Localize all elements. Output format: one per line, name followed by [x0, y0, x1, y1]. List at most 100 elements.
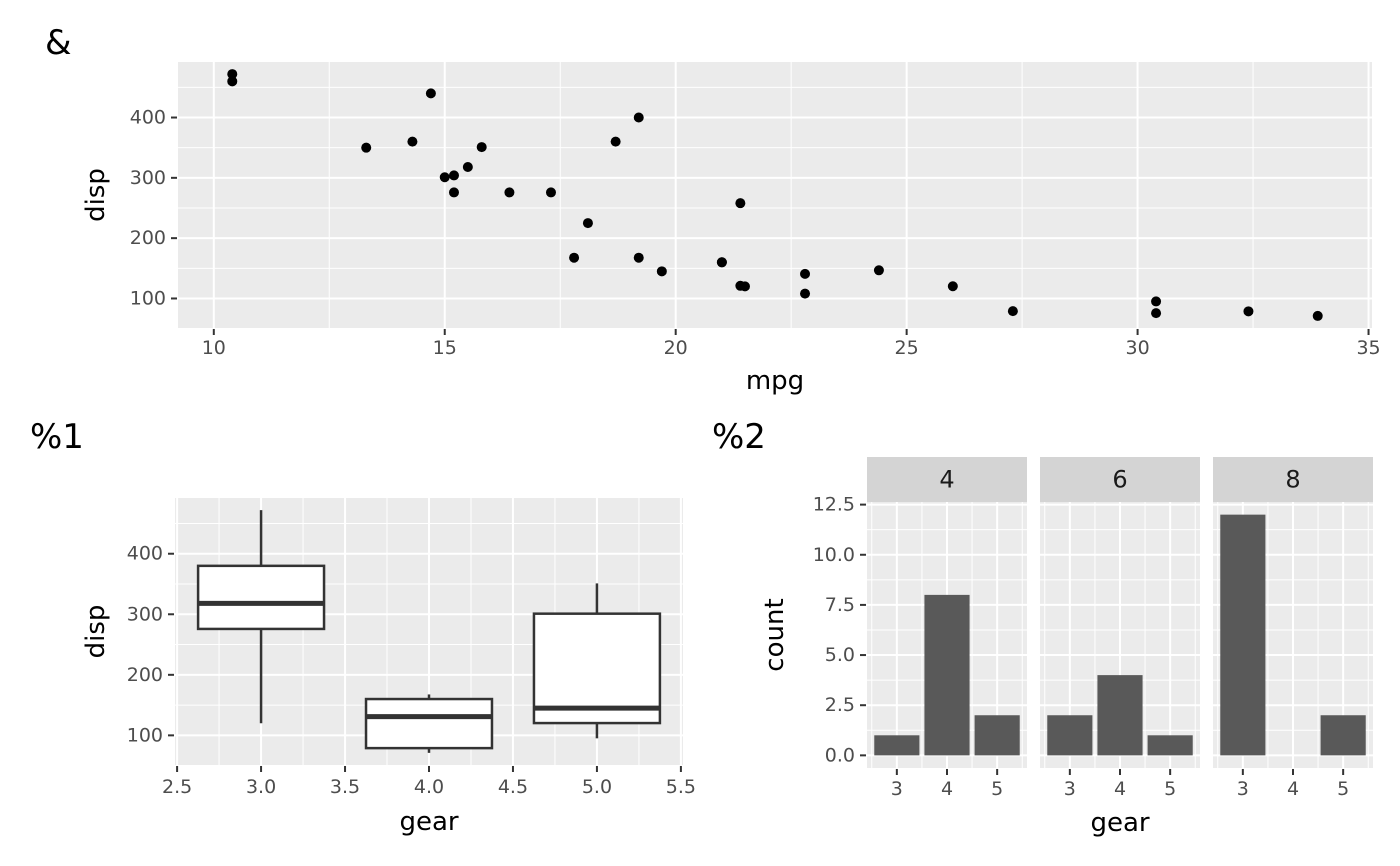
data-point: [735, 280, 746, 291]
x-axis-title: gear: [399, 807, 458, 837]
data-point: [633, 252, 644, 263]
y-axis-tick-label: 7.5: [825, 594, 855, 616]
x-axis-tick-label: 4: [1114, 778, 1126, 800]
facet-strip: [867, 457, 1027, 502]
bar: [1147, 735, 1193, 756]
data-point: [1007, 306, 1018, 317]
x-axis-tick-label: 10: [202, 337, 226, 359]
x-axis-tick-label: 5: [991, 778, 1003, 800]
y-axis-tick-label: 400: [130, 107, 166, 129]
y-axis-tick-label: 100: [127, 724, 163, 746]
data-point: [716, 257, 727, 268]
facet-strip: [1213, 457, 1373, 502]
facet-strip-label: 8: [1285, 466, 1300, 494]
boxplot-chart-section: %1 100 200 300 400 2.5 3.0 3.5 4.0 4.5 5.0 5.5 gear…: [0, 400, 730, 866]
data-point: [448, 170, 459, 181]
data-point: [448, 187, 459, 198]
y-axis-tick-label: 12.5: [813, 494, 855, 516]
y-axis-tick-label: 10.0: [813, 544, 855, 566]
x-axis-title: gear: [1090, 808, 1149, 838]
bar: [1220, 514, 1266, 756]
data-point: [462, 161, 473, 172]
x-axis-tick-label: 5: [1337, 778, 1349, 800]
x-axis-tick-label: 4.5: [498, 776, 528, 798]
y-axis-tick-label: 2.5: [825, 694, 855, 716]
data-point: [227, 76, 238, 87]
data-point: [407, 136, 418, 147]
x-axis-tick-label: 35: [1356, 337, 1380, 359]
bar: [1320, 715, 1366, 756]
data-point: [633, 112, 644, 123]
bar-chart-section: %2 4 3 4 5 6 3 4 5 8 3 4 5 0.0 2.5 5.0 7.5 10.0 12.5 gear c…: [700, 400, 1400, 866]
scatter-plot-svg: 100 200 300 400 10 15 20 25 30 35 mpg disp: [81, 62, 1381, 396]
y-axis-tick-label: 100: [130, 287, 166, 309]
x-axis-tick-label: 3: [1237, 778, 1249, 800]
scatter-tag-label: &: [45, 23, 72, 63]
data-point: [610, 136, 621, 147]
panel-background: [178, 62, 1372, 328]
x-axis-tick-label: 3.0: [246, 776, 276, 798]
y-axis-tick-label: 200: [130, 227, 166, 249]
data-point: [1312, 310, 1323, 321]
box: [364, 697, 494, 750]
data-point: [947, 281, 958, 292]
facet-strip-label: 6: [1112, 466, 1127, 494]
data-point: [1151, 308, 1162, 319]
bar: [924, 594, 970, 756]
y-axis-title: disp: [81, 168, 111, 222]
box: [532, 612, 662, 725]
boxplot-svg: 100 200 300 400 2.5 3.0 3.5 4.0 4.5 5.0 5.5 gear dis…: [81, 498, 696, 837]
x-axis-tick-label: 15: [433, 337, 457, 359]
y-axis-tick-label: 200: [127, 664, 163, 686]
y-axis-title: count: [760, 598, 790, 671]
x-axis-tick-label: 4: [941, 778, 953, 800]
x-axis-tick-label: 3: [1064, 778, 1076, 800]
data-point: [439, 172, 450, 183]
x-axis-title: mpg: [746, 366, 804, 396]
x-axis-tick-label: 3.5: [330, 776, 360, 798]
data-point: [227, 69, 238, 80]
data-point: [800, 268, 811, 279]
y-axis-tick-label: 300: [127, 603, 163, 625]
bar: [1047, 715, 1093, 756]
y-axis-tick-label: 300: [130, 167, 166, 189]
box: [196, 564, 326, 631]
x-axis-tick-label: 4.0: [414, 776, 444, 798]
x-axis-tick-label: 25: [895, 337, 919, 359]
boxplot-tag-label: %1: [30, 417, 84, 457]
faceted-bar-svg: 4 3 4 5 6 3 4 5 8 3 4 5 0.0 2.5 5.0 7.5 10.0 12.5 gear coun…: [760, 457, 1373, 838]
data-point: [569, 252, 580, 263]
bar-tag-label: %2: [712, 417, 766, 457]
y-axis-tick-label: 0.0: [825, 744, 855, 766]
data-point: [476, 142, 487, 153]
data-point: [1243, 306, 1254, 317]
x-axis-tick-label: 5: [1164, 778, 1176, 800]
data-point: [656, 266, 667, 277]
bar: [1097, 675, 1143, 756]
scatter-chart-section: & 100 200 300 400 10 15 20 25 30 35 mpg disp: [0, 0, 1400, 400]
data-point: [425, 88, 436, 99]
data-point: [361, 142, 372, 153]
data-point: [1151, 296, 1162, 307]
x-axis-tick-label: 3: [891, 778, 903, 800]
x-axis-tick-label: 30: [1125, 337, 1149, 359]
x-axis-tick-label: 20: [664, 337, 688, 359]
data-point: [504, 187, 515, 198]
x-axis-tick-label: 5.0: [582, 776, 612, 798]
data-point: [800, 288, 811, 299]
y-axis-tick-label: 5.0: [825, 644, 855, 666]
x-axis-tick-label: 5.5: [666, 776, 696, 798]
x-axis-tick-label: 2.5: [162, 776, 192, 798]
y-axis-title: disp: [81, 605, 111, 659]
data-point: [735, 198, 746, 209]
bar: [874, 735, 920, 756]
facet-strip: [1040, 457, 1200, 502]
y-axis-tick-label: 400: [127, 543, 163, 565]
bar: [974, 715, 1020, 756]
data-point: [545, 187, 556, 198]
data-point: [582, 218, 593, 229]
x-axis-tick-label: 4: [1287, 778, 1299, 800]
facet-strip-label: 4: [939, 466, 954, 494]
data-point: [873, 265, 884, 276]
